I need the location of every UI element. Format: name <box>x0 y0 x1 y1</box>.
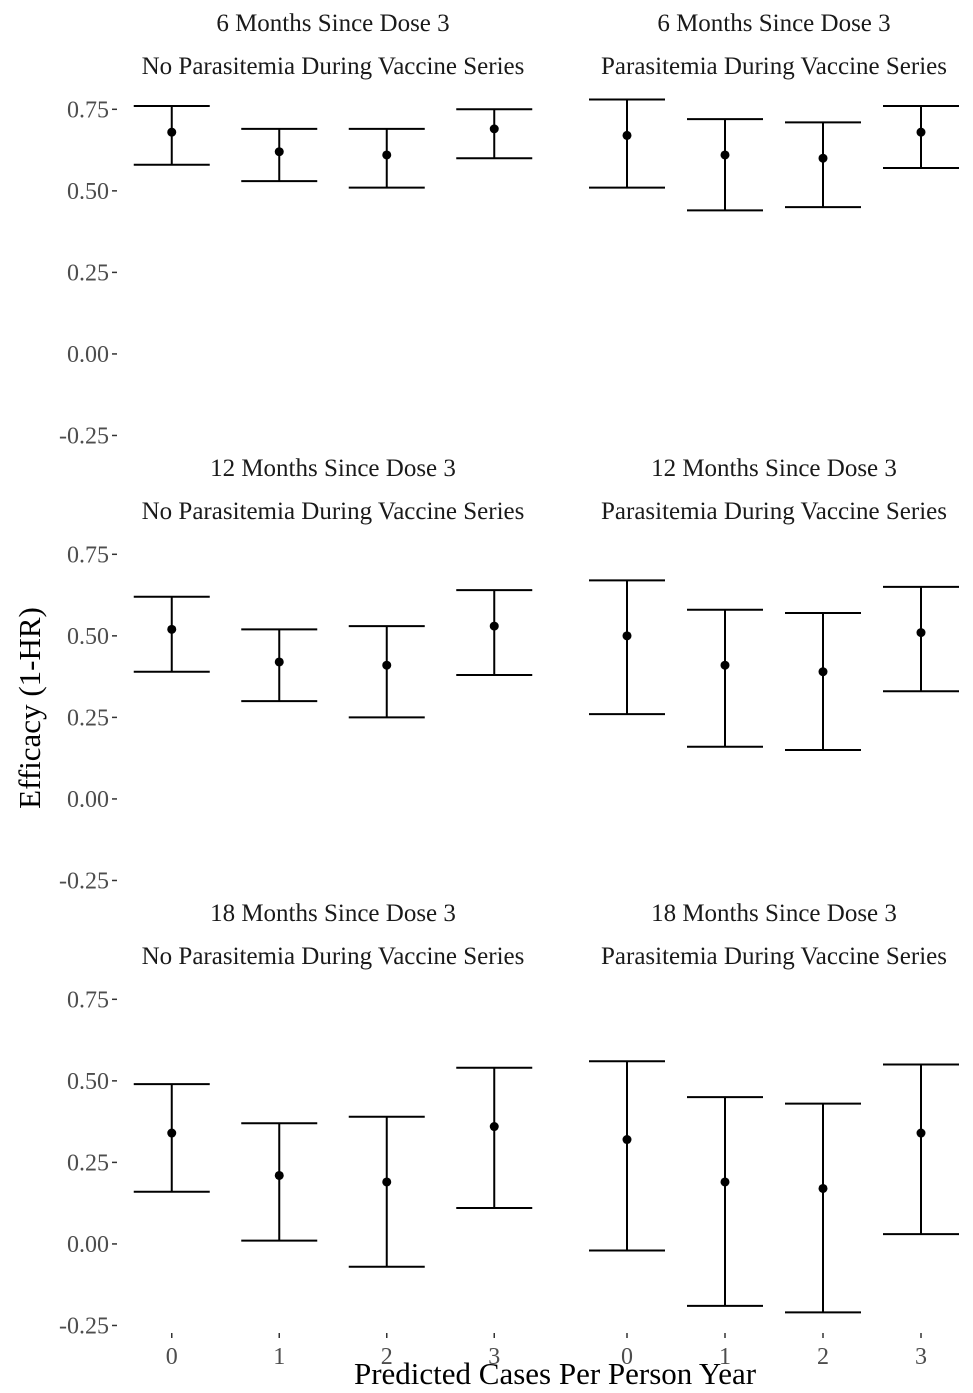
facet-strip-group: No Parasitemia During Vaccine Series <box>142 943 525 970</box>
facet-strip-group: No Parasitemia During Vaccine Series <box>142 498 525 525</box>
x-tick-label: 2 <box>817 1344 829 1370</box>
point-estimate <box>167 127 177 137</box>
facet-strip-time: 12 Months Since Dose 3 <box>651 455 897 482</box>
facet-panel: 12 Months Since Dose 3 Parasitemia During… <box>589 455 959 752</box>
facet-panel: 12 Months Since Dose 3 No Parasitemia Dur… <box>59 455 533 894</box>
point-estimate <box>382 660 392 670</box>
facet-panel: 18 Months Since Dose 3 Parasitemia During… <box>589 900 959 1370</box>
point-estimate <box>382 1177 392 1187</box>
facet-strip-group: Parasitemia During Vaccine Series <box>601 498 947 525</box>
point-estimate <box>720 1177 730 1187</box>
point-estimate <box>167 624 177 634</box>
facet-grid: 6 Months Since Dose 3 No Parasitemia Duri… <box>59 10 959 1370</box>
y-tick-label: 0.25 <box>67 1150 109 1176</box>
facet-strip-time: 12 Months Since Dose 3 <box>210 455 456 482</box>
point-estimate <box>489 124 499 134</box>
point-estimate <box>818 667 828 677</box>
point-estimate <box>720 660 730 670</box>
y-tick-label: 0.25 <box>67 705 109 731</box>
facet-panel: 18 Months Since Dose 3 No Parasitemia Dur… <box>59 900 533 1370</box>
x-tick-label: 2 <box>381 1344 393 1370</box>
y-tick-label: -0.25 <box>59 868 109 894</box>
facet-panel: 6 Months Since Dose 3 No Parasitemia Duri… <box>59 10 533 449</box>
y-tick-label: 0.75 <box>67 542 109 568</box>
x-tick-label: 3 <box>915 1344 927 1370</box>
facet-strip-time: 6 Months Since Dose 3 <box>657 10 890 37</box>
point-estimate <box>622 130 632 140</box>
y-tick-label: 0.75 <box>67 97 109 123</box>
point-estimate <box>622 631 632 641</box>
point-estimate <box>818 153 828 163</box>
y-tick-label: 0.75 <box>67 987 109 1013</box>
point-estimate <box>167 1128 177 1138</box>
point-estimate <box>720 150 730 160</box>
point-estimate <box>382 150 392 160</box>
point-estimate <box>622 1135 632 1145</box>
facet-strip-time: 6 Months Since Dose 3 <box>216 10 449 37</box>
point-estimate <box>916 1128 926 1138</box>
x-tick-label: 3 <box>488 1344 500 1370</box>
x-tick-label: 1 <box>719 1344 731 1370</box>
x-tick-label: 1 <box>273 1344 285 1370</box>
facet-strip-group: Parasitemia During Vaccine Series <box>601 943 947 970</box>
y-tick-label: 0.00 <box>67 342 109 368</box>
x-tick-label: 0 <box>166 1344 178 1370</box>
point-estimate <box>274 147 284 157</box>
facet-strip-group: Parasitemia During Vaccine Series <box>601 53 947 80</box>
x-tick-label: 0 <box>621 1344 633 1370</box>
y-tick-label: 0.25 <box>67 260 109 286</box>
x-axis-title: Predicted Cases Per Person Year <box>354 1356 757 1391</box>
y-tick-label: 0.00 <box>67 787 109 813</box>
facet-panel: 6 Months Since Dose 3 Parasitemia During … <box>589 10 959 212</box>
y-tick-label: 0.00 <box>67 1232 109 1258</box>
point-estimate <box>489 621 499 631</box>
point-estimate <box>274 657 284 667</box>
facet-strip-time: 18 Months Since Dose 3 <box>651 900 897 927</box>
y-axis-title: Efficacy (1-HR) <box>12 607 47 809</box>
point-estimate <box>489 1122 499 1132</box>
point-estimate <box>818 1183 828 1193</box>
facet-strip-time: 18 Months Since Dose 3 <box>210 900 456 927</box>
y-tick-label: -0.25 <box>59 1313 109 1339</box>
y-tick-label: 0.50 <box>67 624 109 650</box>
y-tick-label: 0.50 <box>67 179 109 205</box>
point-estimate <box>274 1170 284 1180</box>
facet-strip-group: No Parasitemia During Vaccine Series <box>142 53 525 80</box>
y-tick-label: 0.50 <box>67 1069 109 1095</box>
y-tick-label: -0.25 <box>59 423 109 449</box>
point-estimate <box>916 127 926 137</box>
point-estimate <box>916 628 926 638</box>
